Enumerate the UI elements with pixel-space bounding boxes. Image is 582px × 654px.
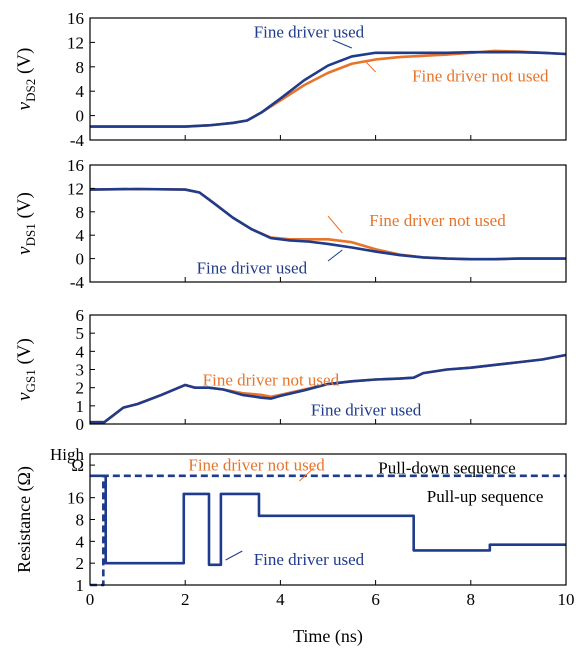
series-line-vds2-1 [90,50,567,128]
ytick-label: 0 [76,107,85,126]
annotation-resistance-2: Pull-up sequence [427,487,544,506]
ytick-label: 0 [76,415,85,434]
annotation-resistance-0: Fine driver not used [188,455,325,474]
ytick-label: 12 [67,33,84,52]
leader-line-3 [327,249,343,262]
ytick-label: 4 [76,226,85,245]
annotation-vds1-1: Fine driver used [197,258,308,277]
leader-line-5 [225,550,243,561]
ytick-label: 1 [76,576,85,595]
ytick-label: 3 [76,361,85,380]
plot-frame-vds1 [89,164,567,283]
panel-vds1: 16 12 8 4 0 -4 vDS1 (V) Fine driver not used Fin… [14,156,567,292]
ytick-label: 4 [76,342,85,361]
annotation-vds1-0: Fine driver not used [369,211,506,230]
ytick-label: Ω [71,456,84,475]
ytick-label: 8 [76,203,85,222]
annotation-resistance-3: Fine driver used [254,550,365,569]
annotation-vds2-0: Fine driver used [254,22,365,41]
ytick-label: 4 [76,82,85,101]
leader-line-2 [327,215,343,234]
ytick-label: 2 [76,554,85,573]
leader-line-1 [365,61,376,73]
ytick-label: 8 [76,58,85,77]
annotation-vds2-1: Fine driver not used [412,66,549,85]
y-axis-label: Resistance (Ω) [14,466,35,573]
series-line-vds2-0 [90,49,567,128]
y-axis-label: vGS1 (V) [14,338,38,401]
plot-frame-vds2 [89,17,567,141]
series-line-vgs1-1 [90,353,567,424]
xtick-label: 4 [276,590,285,609]
xtick-label: 2 [181,590,190,609]
ytick-label: 4 [76,532,85,551]
ytick-label: High [50,445,85,464]
ytick-label: 16 [67,156,84,175]
ytick-label: 8 [76,511,85,530]
annotation-vgs1-1: Fine driver used [311,400,422,419]
ytick-label: -4 [70,273,85,292]
series-line-vds1-1 [89,187,566,261]
xtick-label: 10 [558,590,575,609]
leader-line-4 [299,467,315,482]
xtick-label: 0 [86,590,95,609]
annotation-vgs1-0: Fine driver not used [203,370,340,389]
ytick-label: 16 [67,9,84,28]
leader-line-0 [332,39,352,49]
series-line-resistance-1 [90,474,566,567]
ytick-label: 5 [76,324,85,343]
y-axis-label: vDS2 (V) [14,48,38,111]
ytick-label: 2 [76,379,85,398]
ytick-label: 12 [67,179,84,198]
ytick-label: 16 [67,489,84,508]
panel-vds2: 16 12 8 4 0 -4 vDS2 (V) Fine driver used Fine dr… [14,9,567,150]
xtick-label: 6 [371,590,380,609]
x-axis-label: Time (ns) [293,626,363,647]
xtick-label: 8 [467,590,476,609]
annotation-resistance-1: Pull-down sequence [378,458,515,477]
ytick-label: 1 [76,397,85,416]
ytick-label: 0 [76,250,85,269]
ytick-label: -4 [70,131,85,150]
y-axis-label: vDS1 (V) [14,192,38,255]
ytick-label: 6 [76,306,85,325]
